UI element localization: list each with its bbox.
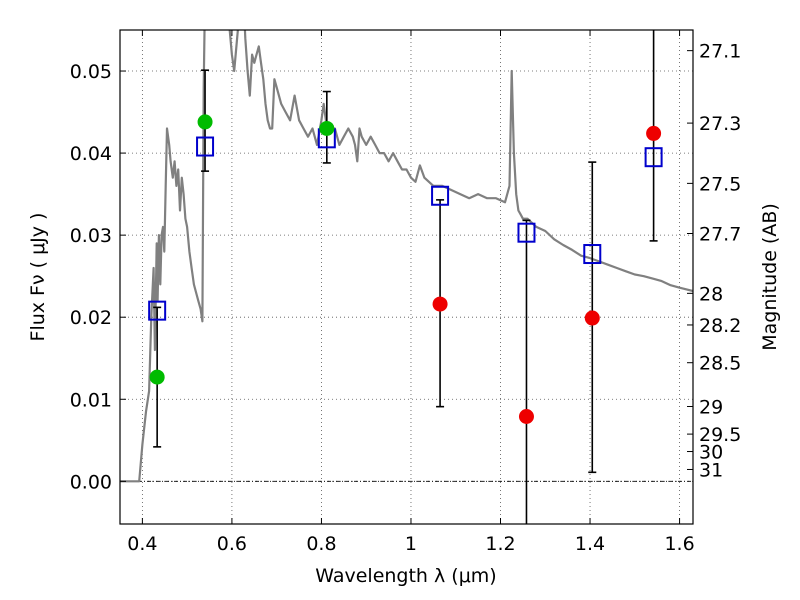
y-tick-labels: 0.00 0.01 0.02 0.03 0.04 0.05: [70, 61, 112, 493]
x-tick-labels: 0.4 0.6 0.8 1 1.2 1.4 1.6: [127, 533, 694, 555]
y-tick-label: 0.02: [70, 307, 112, 329]
square-marker: [583, 244, 602, 265]
x-tick-label: 1: [405, 533, 417, 555]
x-tick-label: 0.6: [217, 533, 247, 555]
right-tick-label: 27.5: [699, 173, 741, 195]
green-point: [149, 369, 165, 385]
square-marker: [196, 136, 215, 157]
red-point: [432, 296, 448, 312]
y-axis-title: Flux Fν ( μJy ): [27, 213, 49, 342]
data-markers: [148, 114, 663, 425]
x-tick-label: 0.4: [127, 533, 157, 555]
y-tick-label: 0.01: [70, 389, 112, 411]
model-sed-curve: [120, 30, 693, 483]
square-marker: [644, 147, 663, 168]
x-axis-title: Wavelength λ (μm): [315, 565, 496, 587]
grid-lines: [120, 30, 693, 524]
red-point: [518, 409, 534, 425]
right-tick-label: 27.1: [699, 41, 741, 63]
right-tick-label: 28.5: [699, 353, 741, 375]
y-tick-label: 0.00: [70, 471, 112, 493]
x-tick-label: 1.4: [575, 533, 605, 555]
x-tick-label: 1.2: [485, 533, 515, 555]
right-tick-label: 28: [699, 283, 723, 305]
square-marker: [148, 300, 167, 321]
x-tick-label: 1.6: [664, 533, 694, 555]
error-bars: [153, 30, 658, 524]
right-tick-label: 28.2: [699, 315, 741, 337]
right-tick-label: 30: [699, 442, 723, 464]
y-tick-label: 0.03: [70, 225, 112, 247]
red-point: [584, 310, 600, 326]
model-sed-line: [120, 30, 693, 483]
right-y-axis-title: Magnitude (AB): [759, 203, 781, 351]
x-tick-label: 0.8: [306, 533, 336, 555]
axis-ticks: [120, 30, 693, 524]
right-tick-label: 29: [699, 396, 723, 418]
green-point: [319, 120, 335, 136]
right-tick-label: 29.5: [699, 424, 741, 446]
red-point: [646, 125, 662, 141]
green-point: [197, 114, 213, 130]
y-tick-label: 0.04: [70, 143, 112, 165]
y-tick-label: 0.05: [70, 61, 112, 83]
right-tick-label: 31: [699, 459, 723, 481]
square-marker: [517, 222, 536, 243]
right-tick-label: 27.3: [699, 113, 741, 135]
right-tick-label: 27.7: [699, 223, 741, 245]
square-marker: [431, 185, 450, 206]
plot-frame: [119, 29, 694, 525]
